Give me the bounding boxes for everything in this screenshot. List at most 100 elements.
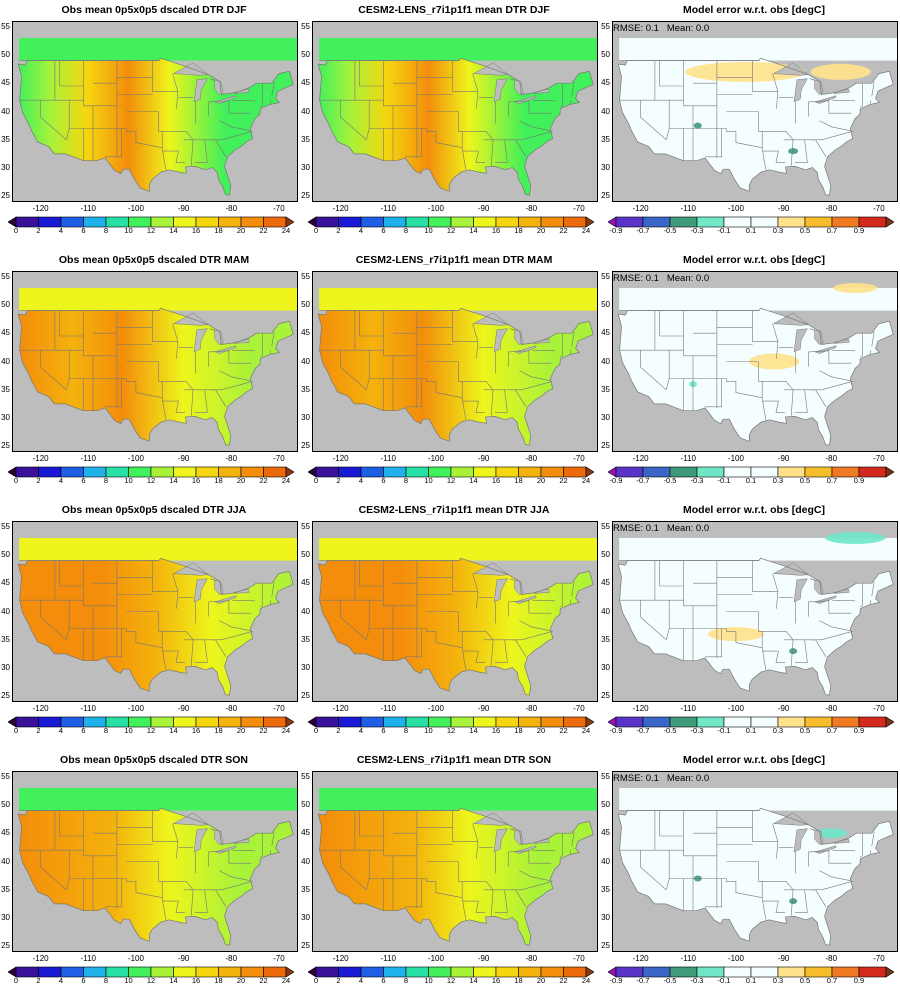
colorbar-tick-label: -0.7 (636, 726, 650, 735)
lat-tick-label: 40 (1, 106, 10, 116)
lat-tick-label: 40 (601, 106, 610, 116)
lon-tick-label: -90 (177, 204, 190, 213)
lat-tick-label: 35 (1, 384, 10, 394)
lon-tick-label: -110 (380, 954, 396, 963)
lon-tick-label: -100 (427, 204, 444, 213)
lat-tick-label: 25 (601, 191, 610, 201)
lon-tick-label: -110 (680, 454, 696, 463)
lon-tick-label: -90 (777, 704, 790, 713)
colorbar-tick-label: -0.7 (636, 226, 650, 235)
colorbar-swatches (607, 716, 895, 728)
err-map (613, 272, 897, 451)
colorbar-tick-label: 0.3 (772, 726, 784, 735)
colorbar-tick-label: 14 (169, 226, 178, 235)
colorbar-swatch (585, 216, 595, 228)
lat-tick-label: 55 (601, 21, 610, 31)
lon-tick-label: -120 (332, 704, 349, 713)
colorbar-tick-label: 12 (446, 726, 456, 735)
lon-tick-label: -80 (525, 954, 538, 963)
panel-title: Obs mean 0p5x0p5 dscaled DTR SON (60, 754, 248, 766)
colorbar-tick-label: 6 (81, 726, 86, 735)
colorbar-tick-label: 14 (169, 976, 178, 985)
colorbar-swatches (7, 216, 295, 228)
colorbar-tick-label: 12 (446, 476, 456, 485)
colorbar: 0 2 4 6 8 10 12 14 16 18 20 22 24 (307, 215, 595, 237)
lon-tick-label: -120 (632, 704, 649, 713)
colorbar-tick-label: -0.5 (663, 726, 677, 735)
colorbar-tick-label: 0 (313, 226, 319, 235)
lon-tick-label: -100 (127, 954, 144, 963)
lat-tick-label: 40 (301, 856, 310, 866)
lon-tick-label: -110 (80, 204, 96, 213)
colorbar-tick-label: 24 (281, 976, 291, 985)
colorbar-tick-label: -0.9 (609, 976, 623, 985)
lon-tick-label: -70 (573, 454, 585, 463)
err-map (613, 772, 897, 951)
panel-title: Model error w.r.t. obs [degC] (683, 254, 825, 266)
dtr-map (13, 272, 297, 451)
lat-tick-label: 50 (1, 299, 10, 309)
lon-tick-label: -70 (873, 704, 885, 713)
lat-tick-label: 55 (1, 21, 10, 31)
colorbar-tick-label: 4 (58, 476, 64, 485)
lat-tick-label: 30 (1, 663, 10, 673)
lat-tick-label: 35 (601, 384, 610, 394)
obs-panel-son: Obs mean 0p5x0p5 dscaled DTR SON 25 30 35 40… (1, 754, 300, 1002)
colorbar-tick-label: -0.7 (636, 976, 650, 985)
lon-tick-label: -70 (273, 704, 285, 713)
colorbar-tick-label: 0.1 (745, 726, 757, 735)
colorbar-tick-label: -0.3 (690, 726, 704, 735)
colorbar-tick-label: 16 (491, 726, 501, 735)
colorbar-tick-label: 0.1 (745, 476, 757, 485)
lat-tick-label: 40 (1, 356, 10, 366)
colorbar-swatches (607, 966, 895, 978)
colorbar-tick-label: 0.7 (826, 226, 838, 235)
colorbar-swatches (607, 216, 895, 228)
lat-tick-label: 55 (301, 21, 310, 31)
panel-title: Model error w.r.t. obs [degC] (683, 504, 825, 516)
lat-tick-label: 25 (301, 191, 310, 201)
lat-tick-label: 50 (301, 299, 310, 309)
colorbar-tick-label: 16 (191, 226, 201, 235)
colorbar-swatch (285, 716, 295, 728)
model-panel-son: CESM2-LENS_r7i1p1f1 mean DTR SON 25 30 35 40… (301, 754, 600, 1002)
lat-tick-label: 50 (601, 549, 610, 559)
colorbar: 0 2 4 6 8 10 12 14 16 18 20 22 24 (307, 715, 595, 737)
colorbar-tick-label: 2 (36, 726, 41, 735)
lat-tick-label: 55 (1, 771, 10, 781)
lon-tick-label: -100 (427, 704, 444, 713)
lat-tick-label: 25 (601, 691, 610, 701)
colorbar-swatch (885, 466, 895, 478)
lat-tick-label: 45 (301, 578, 310, 588)
panel-title: Obs mean 0p5x0p5 dscaled DTR MAM (58, 254, 250, 266)
colorbar-tick-label: 16 (491, 976, 501, 985)
lat-tick-label: 35 (301, 634, 310, 644)
colorbar-tick-label: -0.5 (663, 226, 677, 235)
error-stats: RMSE: 0.1 Mean: 0.0 (613, 23, 710, 34)
panel-title: Model error w.r.t. obs [degC] (683, 754, 825, 766)
colorbar-tick-label: -0.1 (717, 976, 731, 985)
lon-tick-label: -120 (332, 954, 349, 963)
obs-panel-mam: Obs mean 0p5x0p5 dscaled DTR MAM 25 30 35 40… (1, 254, 300, 502)
colorbar-tick-label: 6 (81, 476, 86, 485)
lon-tick-label: -70 (573, 204, 585, 213)
colorbar-tick-label: 10 (424, 726, 433, 735)
lat-tick-label: 55 (601, 271, 610, 281)
colorbar-tick-label: 24 (581, 726, 591, 735)
dtr-map (13, 22, 297, 201)
map-frame (12, 271, 298, 452)
colorbar-tick-label: 4 (358, 726, 364, 735)
panel-title: CESM2-LENS_r7i1p1f1 mean DTR DJF (358, 4, 550, 16)
lat-tick-label: 40 (1, 606, 10, 616)
err-panel-mam: Model error w.r.t. obs [degC] RMSE: 0.1 M… (601, 254, 900, 502)
lon-tick-label: -120 (32, 454, 49, 463)
colorbar-tick-label: -0.3 (690, 226, 704, 235)
lon-tick-label: -70 (273, 454, 285, 463)
colorbar-tick-label: 2 (336, 226, 341, 235)
colorbar-tick-label: 6 (381, 476, 386, 485)
colorbar-tick-label: 10 (424, 226, 433, 235)
lat-tick-label: 30 (301, 163, 310, 173)
colorbar-swatches (307, 966, 595, 978)
lat-tick-label: 40 (601, 356, 610, 366)
colorbar-tick-label: 0 (13, 476, 19, 485)
